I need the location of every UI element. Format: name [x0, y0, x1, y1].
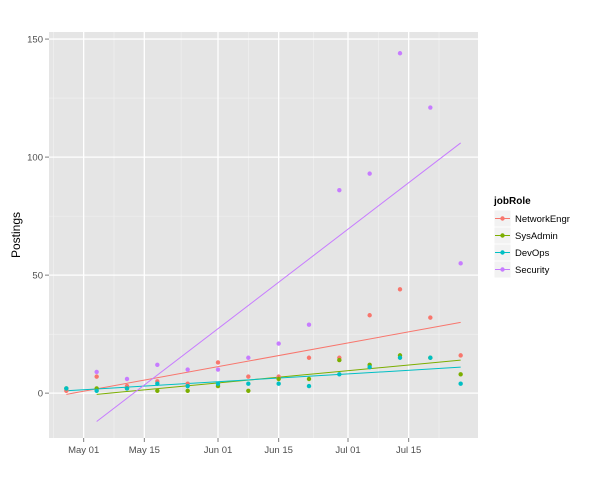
point-devops — [397, 355, 403, 360]
data-points — [64, 51, 463, 393]
point-security — [428, 105, 433, 110]
point-sysadmin — [337, 357, 342, 363]
point-sysadmin — [185, 388, 190, 393]
y-axis: 0 50 100 150 — [27, 35, 49, 400]
point-sysadmin — [155, 388, 160, 393]
point-networkengr — [428, 315, 433, 320]
legend-key-sysadmin: SysAdmin — [493, 226, 558, 245]
legend-label: Security — [515, 265, 550, 276]
legend-key-networkengr: NetworkEngr — [493, 209, 570, 228]
point-networkengr — [246, 374, 251, 379]
point-security — [155, 362, 160, 368]
point-devops — [185, 383, 190, 389]
point-security — [397, 51, 403, 56]
point-devops — [276, 381, 281, 386]
point-devops — [246, 381, 251, 386]
point-security — [124, 376, 130, 382]
legend-key-point — [500, 233, 505, 238]
point-security — [246, 355, 251, 360]
point-devops — [64, 386, 69, 391]
point-networkengr — [458, 353, 463, 358]
point-devops — [94, 388, 99, 393]
point-devops — [155, 381, 160, 386]
legend-key-point — [500, 216, 505, 221]
point-sysadmin — [276, 376, 281, 382]
point-security — [215, 367, 221, 372]
point-devops — [367, 364, 372, 370]
point-security — [276, 341, 281, 346]
point-networkengr — [215, 360, 221, 365]
legend-label: SysAdmin — [515, 231, 558, 242]
y-axis-label: Postings — [9, 212, 23, 258]
x-tick-label: Jun 15 — [264, 445, 293, 456]
x-tick-label: Jul 01 — [335, 445, 360, 456]
legend-title: jobRole — [493, 196, 531, 207]
x-tick-label: May 01 — [68, 445, 99, 456]
point-networkengr — [397, 287, 403, 292]
point-security — [185, 367, 190, 372]
legend-keys: NetworkEngr SysAdmin DevOps Security — [493, 209, 570, 279]
legend-label: NetworkEngr — [515, 214, 570, 225]
point-security — [306, 322, 312, 327]
x-tick-label: Jun 01 — [204, 445, 233, 456]
point-devops — [337, 372, 342, 377]
point-sysadmin — [306, 376, 312, 382]
point-devops — [458, 381, 463, 386]
plot-panel — [49, 32, 478, 438]
legend-key-point — [500, 250, 505, 255]
point-sysadmin — [458, 372, 463, 377]
x-tick-label: May 15 — [129, 445, 160, 456]
legend-label: DevOps — [515, 248, 550, 259]
point-security — [337, 187, 342, 193]
y-tick-label: 150 — [27, 35, 43, 46]
point-security — [94, 369, 99, 375]
point-networkengr — [306, 355, 312, 360]
legend-key-devops: DevOps — [493, 243, 550, 262]
x-axis: May 01 May 15 Jun 01 Jun 15 Jul 01 Jul 15 — [68, 438, 421, 456]
point-networkengr — [94, 374, 99, 379]
y-tick-label: 50 — [32, 271, 43, 282]
point-sysadmin — [246, 388, 251, 393]
x-tick-label: Jul 15 — [396, 445, 421, 456]
point-devops — [306, 383, 312, 389]
trend-line-devops — [66, 366, 461, 392]
legend-key-point — [500, 267, 505, 272]
point-devops — [428, 355, 433, 360]
point-security — [458, 261, 463, 266]
minor-grid — [49, 32, 478, 438]
y-tick-label: 0 — [38, 389, 43, 400]
point-security — [367, 171, 372, 176]
trend-line-networkengr — [66, 321, 461, 395]
point-devops — [124, 386, 130, 391]
legend: jobRole NetworkEngr SysAdmin DevOps Securit… — [493, 196, 570, 279]
point-networkengr — [367, 313, 372, 318]
point-devops — [215, 381, 221, 386]
trend-line-security — [96, 142, 461, 422]
legend-key-security: Security — [493, 260, 550, 279]
y-tick-label: 100 — [27, 153, 43, 164]
